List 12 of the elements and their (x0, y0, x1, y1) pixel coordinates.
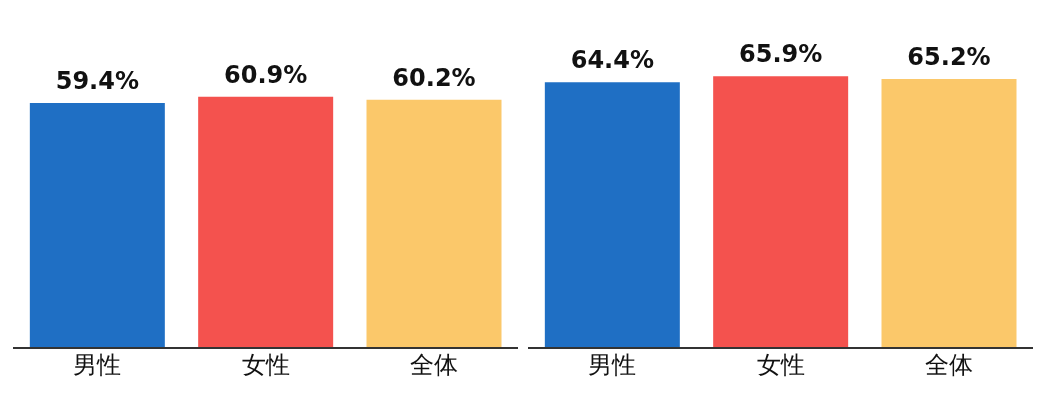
x-tick-label: 全体 (409, 351, 458, 380)
x-tick-label: 男性 (73, 351, 122, 380)
data-label: 65.9% (739, 40, 823, 69)
data-label: 65.2% (907, 43, 991, 72)
x-tick-label: 全体 (924, 351, 973, 380)
data-label: 60.9% (224, 60, 308, 89)
data-label: 64.4% (570, 46, 654, 75)
x-tick-label: 女性 (756, 351, 805, 380)
data-label: 60.2% (392, 63, 476, 92)
data-label: 59.4% (55, 66, 139, 95)
x-tick-label: 男性 (588, 351, 637, 380)
x-tick-label: 女性 (241, 351, 290, 380)
